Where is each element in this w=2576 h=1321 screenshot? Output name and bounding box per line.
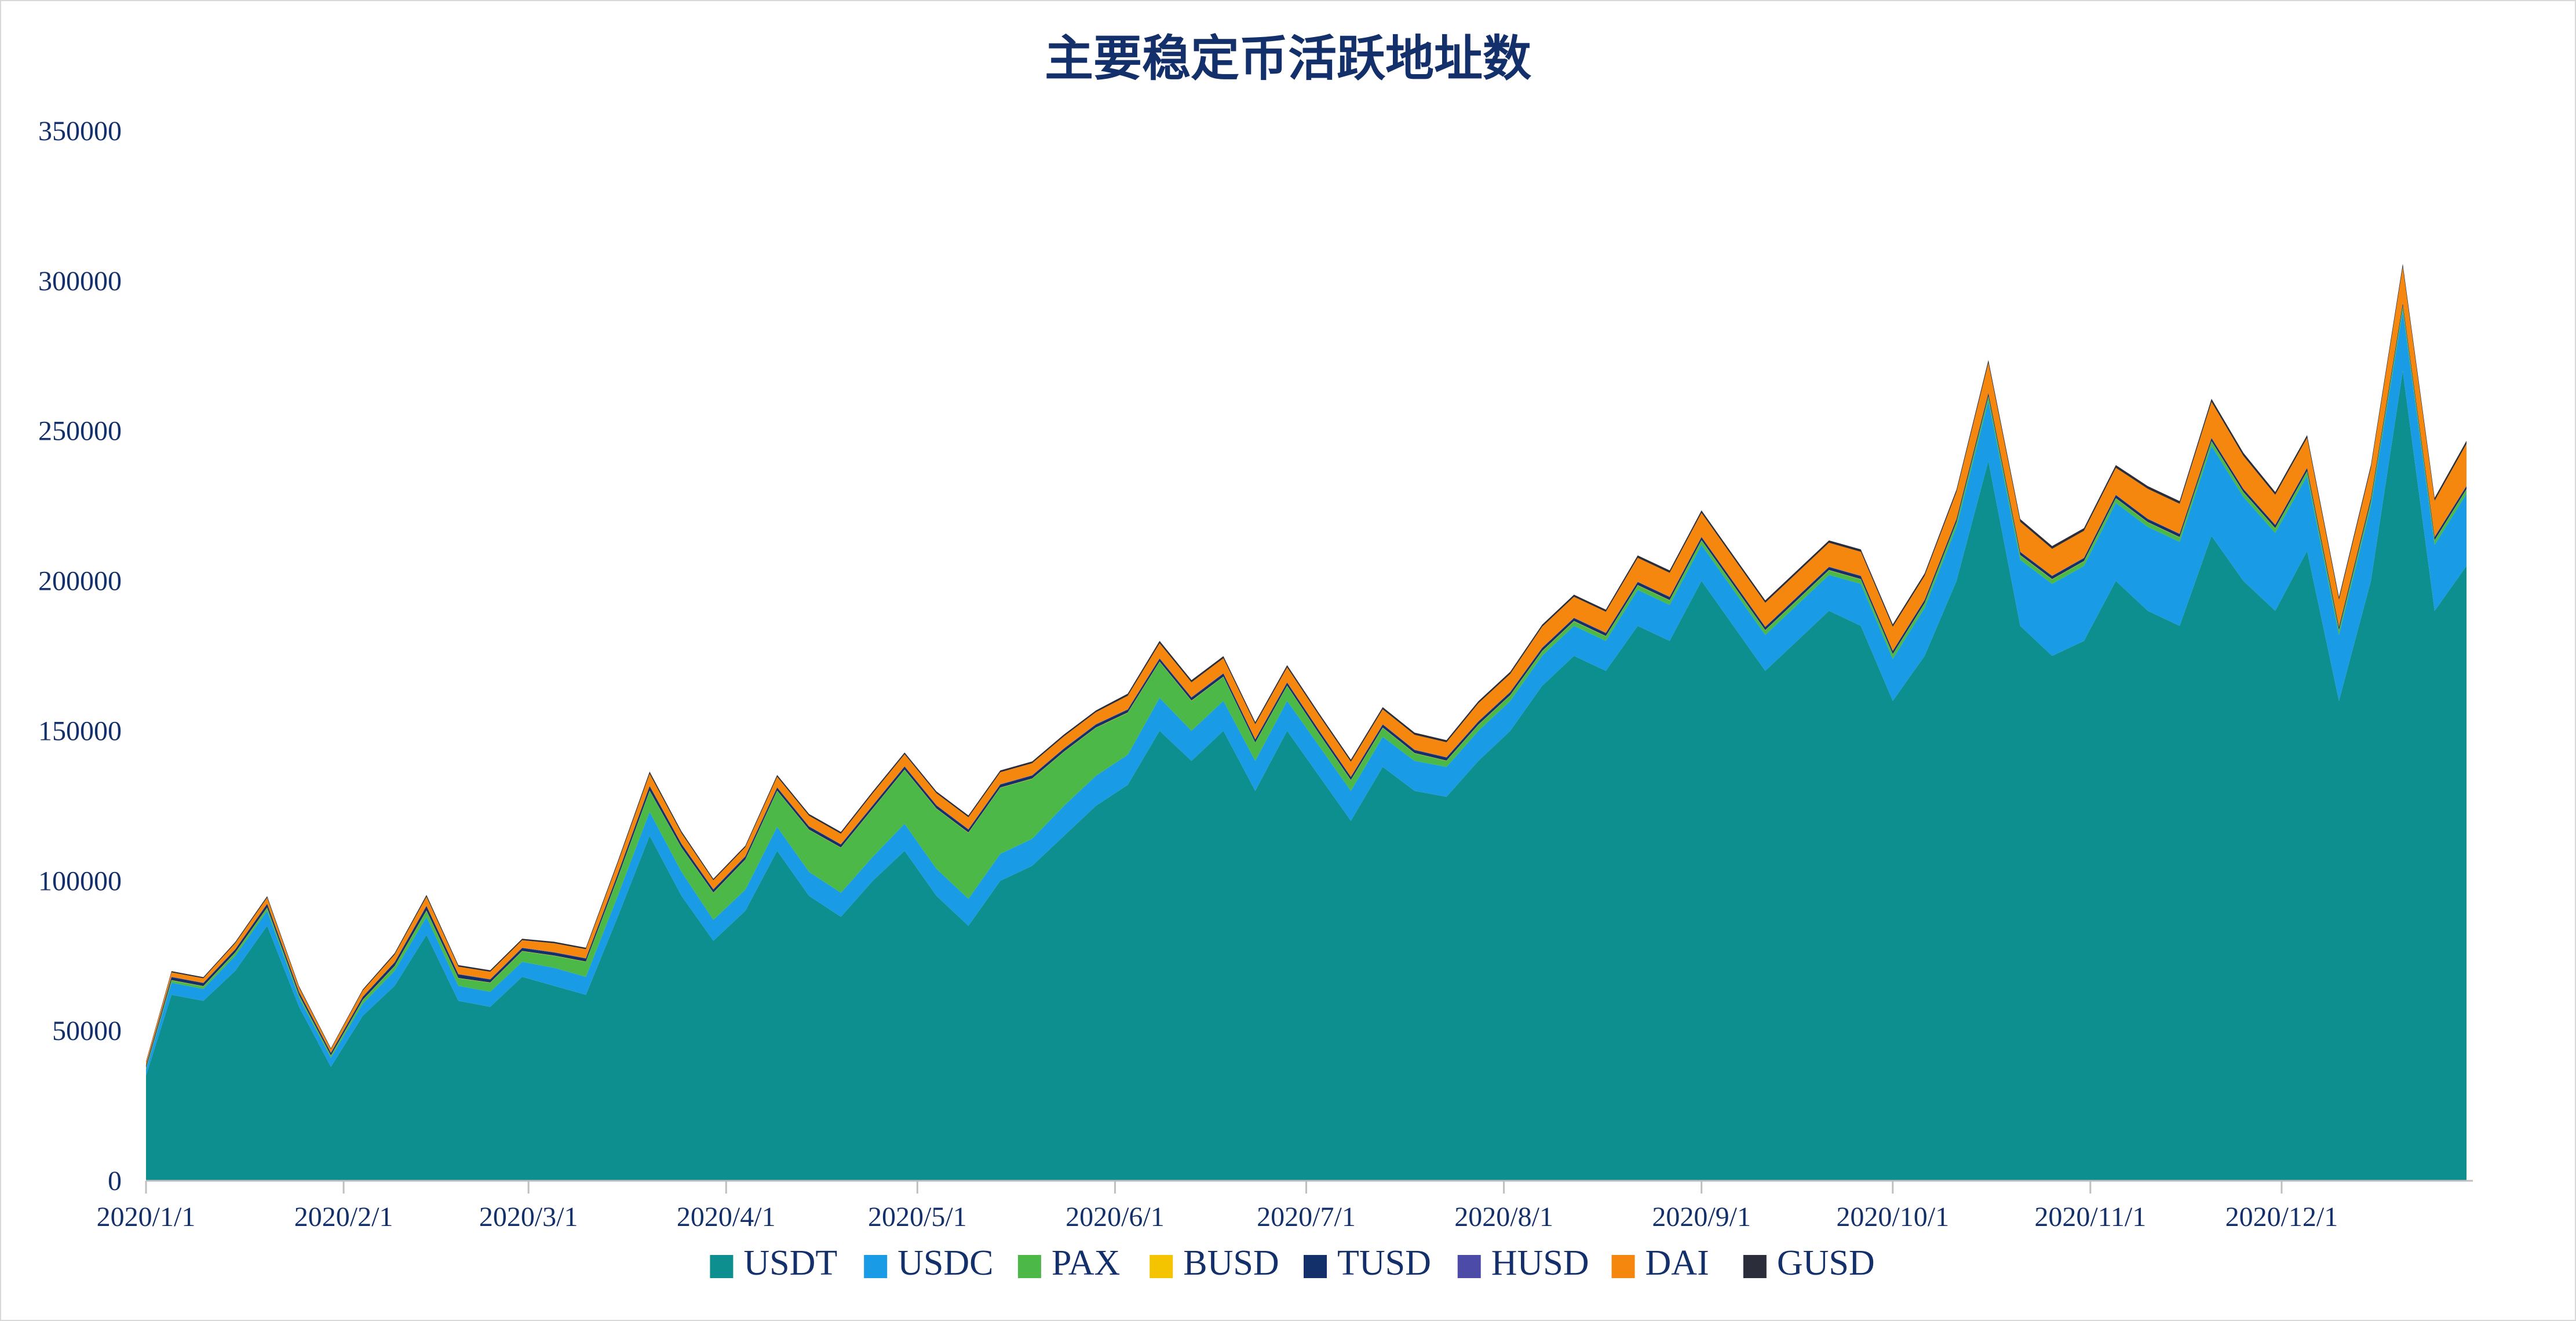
legend-swatch [1611, 1255, 1635, 1278]
legend-label: HUSD [1491, 1243, 1589, 1283]
x-tick-label: 2020/7/1 [1257, 1202, 1356, 1232]
chart-title: 主要稳定币活跃地址数 [1045, 30, 1531, 87]
y-axis: 0 50000 100000 150000 200000 250000 300000 3500… [38, 116, 122, 1196]
y-tick-label: 300000 [38, 266, 122, 297]
x-axis: 2020/1/1 2020/2/1 2020/3/1 2020/4/1 2020/5/1… [97, 1180, 2473, 1232]
x-tick-label: 2020/9/1 [1652, 1202, 1751, 1232]
y-tick-label: 150000 [38, 716, 122, 746]
x-tick-label: 2020/1/1 [97, 1202, 196, 1232]
x-tick-label: 2020/12/1 [2225, 1202, 2338, 1232]
legend-label: USDC [897, 1243, 993, 1283]
x-tick-label: 2020/6/1 [1066, 1202, 1165, 1232]
x-tick-label: 2020/10/1 [1836, 1202, 1949, 1232]
legend-swatch [1150, 1255, 1173, 1278]
area-series-usdt [146, 371, 2466, 1181]
legend: USDT USDC PAX BUSD TUSD HUSD DAI GUSD [710, 1243, 1875, 1283]
legend-label: TUSD [1337, 1243, 1431, 1283]
legend-swatch [864, 1255, 888, 1278]
legend-item-usdc: USDC [864, 1243, 994, 1283]
legend-item-gusd: GUSD [1743, 1243, 1875, 1283]
y-tick-label: 200000 [38, 566, 122, 597]
x-tick-label: 2020/3/1 [479, 1202, 578, 1232]
y-tick-label: 350000 [38, 116, 122, 147]
legend-label: GUSD [1777, 1243, 1875, 1283]
stacked-areas [146, 264, 2466, 1181]
legend-swatch [1457, 1255, 1481, 1278]
legend-item-husd: HUSD [1457, 1243, 1589, 1283]
legend-label: USDT [743, 1243, 837, 1283]
legend-item-pax: PAX [1017, 1243, 1120, 1283]
y-tick-label: 0 [108, 1166, 122, 1196]
x-tick-label: 2020/5/1 [868, 1202, 967, 1232]
y-tick-label: 50000 [52, 1016, 122, 1046]
legend-label: DAI [1645, 1243, 1709, 1283]
legend-item-tusd: TUSD [1304, 1243, 1431, 1283]
legend-item-usdt: USDT [710, 1243, 837, 1283]
legend-swatch [1743, 1255, 1767, 1278]
legend-label: PAX [1052, 1243, 1120, 1283]
x-tick-label: 2020/11/1 [2034, 1202, 2146, 1232]
legend-swatch [1304, 1255, 1327, 1278]
legend-label: BUSD [1183, 1243, 1279, 1283]
legend-item-dai: DAI [1611, 1243, 1709, 1283]
y-tick-label: 250000 [38, 416, 122, 447]
x-tick-label: 2020/8/1 [1454, 1202, 1553, 1232]
area-series-usdc [146, 311, 2466, 1076]
area-series-tusd [146, 303, 2466, 1068]
legend-item-busd: BUSD [1150, 1243, 1279, 1283]
x-tick-label: 2020/2/1 [294, 1202, 393, 1232]
y-tick-label: 100000 [38, 866, 122, 896]
legend-swatch [710, 1255, 734, 1278]
x-tick-label: 2020/4/1 [677, 1202, 776, 1232]
legend-swatch [1017, 1255, 1041, 1278]
